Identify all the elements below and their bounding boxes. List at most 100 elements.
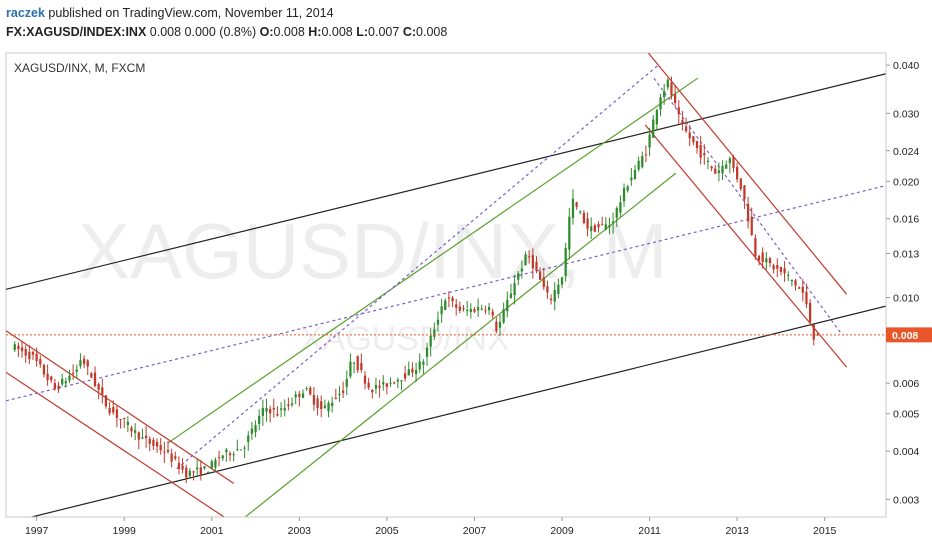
candle-body <box>141 437 144 439</box>
candle-body <box>35 353 38 361</box>
candle-body <box>732 156 735 169</box>
last-price-badge-text: 0.008 <box>892 330 918 342</box>
candle-body <box>498 321 502 328</box>
green-channel-lower-line <box>244 172 677 517</box>
candle-body <box>655 109 659 125</box>
candle-body <box>721 165 724 174</box>
candle-body <box>677 107 680 114</box>
candle-body <box>703 153 706 156</box>
candle-body <box>517 273 520 280</box>
candle-body <box>225 449 228 453</box>
candle-body <box>480 308 483 310</box>
price-tick-label: 0.004 <box>893 446 919 458</box>
candle-body <box>214 459 217 468</box>
candle-body <box>320 401 323 410</box>
candle-body <box>601 224 604 226</box>
candle-body <box>418 361 421 370</box>
candle-body <box>801 286 804 293</box>
candle-body <box>163 451 166 453</box>
candle-body <box>137 432 140 440</box>
candle-body <box>564 247 567 277</box>
candle-body <box>670 82 673 96</box>
price-chart[interactable]: XAGUSD/INX, M XAGUSD/INX XAGUSD/INX, M, … <box>0 44 932 550</box>
green-channel-upper-line <box>167 77 699 444</box>
candle-body <box>250 428 254 434</box>
candle-body <box>652 119 655 138</box>
publication-header: raczek published on TradingView.com, Nov… <box>6 4 926 44</box>
candle-body <box>746 204 750 222</box>
candle-body <box>535 261 538 271</box>
candle-body <box>309 387 312 395</box>
candle-body <box>487 307 491 311</box>
candle-body <box>768 258 772 264</box>
candle-body <box>174 456 177 459</box>
open-label: O: <box>259 25 274 39</box>
candle-body <box>210 461 213 468</box>
published-text: published on TradingView.com, November 1… <box>48 6 334 20</box>
candle-body <box>261 407 264 416</box>
candle-body <box>258 415 261 424</box>
purple-dashed-downtrend-line <box>653 77 843 336</box>
trendline-drawings[interactable] <box>6 49 886 537</box>
candle-body <box>725 164 728 169</box>
candle-body <box>495 321 498 332</box>
candle-body <box>681 120 684 124</box>
candle-body <box>611 221 615 224</box>
candle-body <box>422 361 425 365</box>
price-tick-label: 0.016 <box>893 214 919 226</box>
candle-body <box>396 379 399 382</box>
candle-body <box>462 308 465 310</box>
candle-body <box>203 466 206 469</box>
candle-series[interactable] <box>13 76 819 484</box>
candle-body <box>538 271 542 280</box>
candle-body <box>64 381 67 384</box>
candle-body <box>783 268 786 274</box>
publication-line: raczek published on TradingView.com, Nov… <box>6 6 334 20</box>
candle-body <box>626 186 629 191</box>
candle-body <box>177 462 181 469</box>
candle-body <box>331 402 334 407</box>
candle-body <box>429 335 432 347</box>
candle-body <box>196 467 199 470</box>
plot-area[interactable] <box>5 52 887 518</box>
candle-body <box>695 141 699 149</box>
candle-body <box>341 390 345 393</box>
time-tick-label: 2001 <box>200 525 224 537</box>
candle-body <box>367 382 370 388</box>
candle-body <box>20 347 24 352</box>
candle-body <box>159 445 162 451</box>
candle-body <box>476 307 480 311</box>
author-link[interactable]: raczek <box>6 6 45 20</box>
candle-body <box>294 394 297 398</box>
candle-body <box>206 472 210 474</box>
candle-body <box>221 455 224 459</box>
candle-body <box>630 177 633 181</box>
price-tick-label: 0.024 <box>893 146 919 158</box>
time-axis[interactable] <box>6 517 886 550</box>
candle-body <box>239 449 243 451</box>
symbol-info-line: FX:XAGUSD/INDEX:INX 0.008 0.000 (0.8%) O… <box>6 25 447 39</box>
candle-body <box>414 370 418 375</box>
open-value: 0.008 <box>273 25 305 39</box>
candle-body <box>812 324 815 340</box>
candle-body <box>90 373 93 378</box>
candle-body <box>382 382 385 385</box>
candle-body <box>528 256 531 258</box>
candle-body <box>46 373 49 381</box>
candle-body <box>327 402 330 412</box>
candle-body <box>706 160 710 162</box>
candle-body <box>484 310 487 312</box>
candle-body <box>144 435 148 439</box>
candle-body <box>374 384 378 389</box>
price-axis[interactable] <box>886 53 932 517</box>
candle-body <box>673 94 677 104</box>
candle-body <box>549 298 553 301</box>
candle-body <box>385 383 389 387</box>
candle-body <box>790 279 794 282</box>
candle-body <box>425 347 429 357</box>
candle-body <box>444 300 447 311</box>
candle-body <box>345 378 348 387</box>
price-tick-label: 0.030 <box>893 108 919 120</box>
candle-body <box>53 383 57 389</box>
candle-body <box>349 361 352 377</box>
